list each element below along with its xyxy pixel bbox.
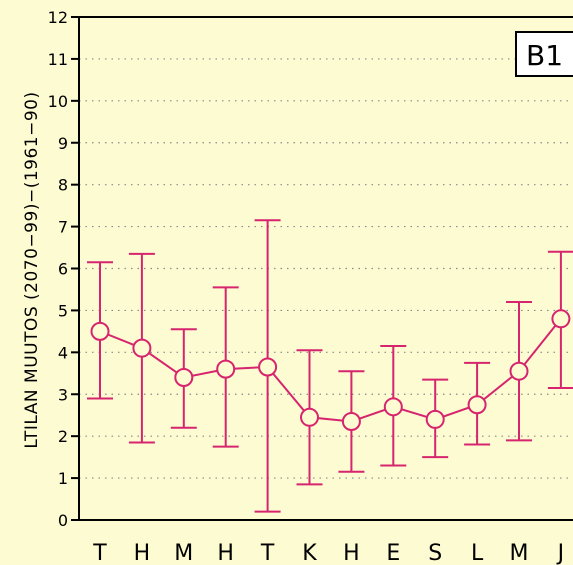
y-tick-label: 0 <box>58 511 68 530</box>
y-tick-label: 3 <box>58 385 68 404</box>
y-tick-label: 9 <box>58 134 68 153</box>
scenario-badge-box <box>515 31 573 77</box>
grid-lines <box>79 58 573 479</box>
data-point <box>341 411 361 431</box>
x-tick-label: M <box>174 541 193 565</box>
scenario-badge: B1 <box>515 31 573 77</box>
y-tick-label: 4 <box>58 343 68 362</box>
series-line <box>99 318 562 423</box>
x-tick-label: T <box>92 541 107 565</box>
data-point <box>216 359 236 379</box>
x-tick-label: H <box>134 541 151 565</box>
y-tick-label: 2 <box>58 427 68 446</box>
data-points <box>90 309 571 431</box>
y-tick-label: 7 <box>58 218 68 237</box>
series-line <box>99 318 562 423</box>
data-point <box>467 395 487 415</box>
y-tick-label: 5 <box>58 301 68 320</box>
data-point <box>174 367 194 387</box>
x-tick-label: M <box>510 541 529 565</box>
y-tick-label: 11 <box>48 50 68 69</box>
data-point <box>551 309 571 329</box>
x-tick-label: S <box>428 541 442 565</box>
data-point <box>383 397 403 417</box>
y-axis-label: LTILAN MUUTOS (2070−99)−(1961−90) <box>22 91 42 448</box>
x-tick-label: T <box>260 541 275 565</box>
y-tick-label: 6 <box>58 260 68 279</box>
error-bars <box>87 219 573 513</box>
scenario-badge-label: B1 <box>526 39 563 72</box>
y-tick-label: 1 <box>58 469 68 488</box>
data-point <box>90 321 110 341</box>
y-tick-label: 12 <box>48 8 68 27</box>
y-tick-label: 8 <box>58 176 68 195</box>
data-point <box>132 338 152 358</box>
data-point <box>509 361 529 381</box>
x-tick-label: H <box>343 541 360 565</box>
x-tick-label: E <box>386 541 400 565</box>
x-tick-label: L <box>471 541 484 565</box>
data-point <box>425 409 445 429</box>
data-point <box>258 357 278 377</box>
x-tick-label: J <box>556 541 565 565</box>
x-tick-label: K <box>302 541 317 565</box>
data-point <box>300 407 319 427</box>
x-tick-label: H <box>217 541 234 565</box>
y-tick-label: 10 <box>48 92 68 111</box>
